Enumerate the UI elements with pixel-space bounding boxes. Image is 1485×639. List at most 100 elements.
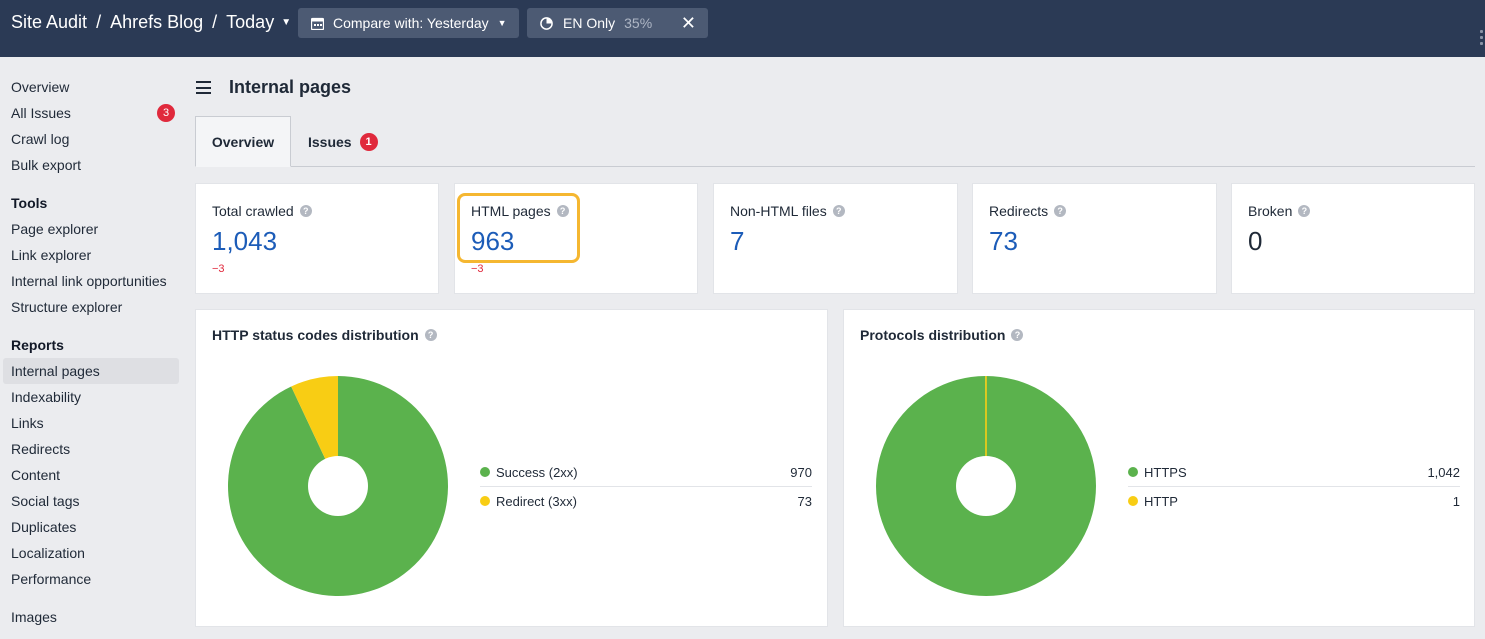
- breadcrumb-separator: /: [212, 12, 218, 32]
- breadcrumb-project[interactable]: Ahrefs Blog: [110, 12, 204, 32]
- stat-label-row: HTML pages?: [471, 203, 569, 219]
- tab-divider: [195, 166, 1475, 167]
- stat-value[interactable]: 7: [730, 226, 745, 256]
- compare-dropdown[interactable]: Compare with: Yesterday ▼: [298, 8, 519, 38]
- legend-item-https[interactable]: HTTPS 1,042: [1128, 458, 1460, 486]
- legend-value: 1: [1452, 493, 1460, 509]
- legend-divider: [480, 486, 812, 487]
- breadcrumb: Site Audit / Ahrefs Blog / Today ▼: [11, 12, 291, 33]
- legend-value: 1,042: [1427, 464, 1460, 480]
- stat-value[interactable]: 1,043: [212, 226, 278, 256]
- stat-card-non-html-files: Non-HTML files? 7: [713, 183, 958, 294]
- stat-delta: −3: [212, 263, 225, 275]
- breadcrumb-date[interactable]: Today: [226, 12, 275, 32]
- sidebar-item-images[interactable]: Images: [11, 609, 57, 625]
- language-percent: 35%: [624, 15, 653, 31]
- legend-item-http[interactable]: HTTP 1: [1128, 487, 1460, 515]
- chart-title-row: HTTP status codes distribution?: [212, 327, 437, 343]
- sidebar-item-localization[interactable]: Localization: [11, 545, 85, 561]
- breadcrumb-site-audit[interactable]: Site Audit: [11, 12, 88, 32]
- help-icon[interactable]: ?: [556, 205, 569, 217]
- chart-title-row: Protocols distribution?: [860, 327, 1024, 343]
- sidebar-item-all-issues[interactable]: All Issues 3: [3, 100, 179, 126]
- stat-label-row: Redirects?: [989, 203, 1067, 219]
- stat-label-row: Broken?: [1248, 203, 1311, 219]
- legend-item-redirect[interactable]: Redirect (3xx) 73: [480, 487, 812, 515]
- stat-card-html-pages: HTML pages? 963 −3: [454, 183, 698, 294]
- legend-dot: [480, 496, 490, 506]
- legend-dot: [480, 467, 490, 477]
- sidebar-item-link-explorer[interactable]: Link explorer: [11, 247, 92, 263]
- page-title: Internal pages: [229, 77, 352, 97]
- stat-label: Redirects: [989, 203, 1049, 219]
- sidebar-item-social-tags[interactable]: Social tags: [11, 493, 80, 509]
- chart-title: HTTP status codes distribution: [212, 327, 419, 343]
- tab-issues[interactable]: Issues 1: [308, 116, 378, 167]
- stat-label-row: Total crawled?: [212, 203, 312, 219]
- legend-label: Redirect (3xx): [496, 493, 577, 509]
- sidebar-heading-reports: Reports: [11, 337, 64, 353]
- sidebar-item-content[interactable]: Content: [11, 467, 61, 483]
- stat-label-row: Non-HTML files?: [730, 203, 845, 219]
- chart-title: Protocols distribution: [860, 327, 1006, 343]
- legend-divider: [1128, 486, 1460, 487]
- legend-value: 970: [790, 464, 812, 480]
- sidebar-item-crawl-log[interactable]: Crawl log: [11, 131, 70, 147]
- sidebar-item-performance[interactable]: Performance: [11, 571, 92, 587]
- sidebar-item-links[interactable]: Links: [11, 415, 44, 431]
- breadcrumb-separator: /: [96, 12, 102, 32]
- stat-value: 0: [1248, 226, 1263, 256]
- donut-hole: [956, 456, 1016, 516]
- pie-chart: [228, 376, 448, 596]
- help-icon[interactable]: ?: [424, 329, 437, 341]
- stat-card-broken: Broken? 0: [1231, 183, 1475, 294]
- stat-label: Total crawled: [212, 203, 294, 219]
- tab-label: Issues: [308, 133, 352, 150]
- sidebar-item-structure-explorer[interactable]: Structure explorer: [11, 299, 123, 315]
- stat-delta: −3: [471, 263, 484, 275]
- stat-card-redirects: Redirects? 73: [972, 183, 1217, 294]
- close-icon[interactable]: ✕: [680, 13, 696, 33]
- sidebar-item-redirects[interactable]: Redirects: [11, 441, 71, 457]
- stat-label: Broken: [1248, 203, 1293, 219]
- stat-value[interactable]: 963: [471, 226, 515, 256]
- help-icon[interactable]: ?: [299, 205, 312, 217]
- sidebar-item-bulk-export[interactable]: Bulk export: [11, 157, 82, 173]
- compare-label: Compare with: Yesterday: [333, 15, 489, 31]
- issues-count-badge: 3: [157, 104, 175, 122]
- menu-icon[interactable]: [196, 81, 211, 94]
- language-filter[interactable]: EN Only 35% ✕: [527, 8, 708, 38]
- stat-card-total-crawled: Total crawled? 1,043 −3: [195, 183, 439, 294]
- highlight-box: [457, 193, 580, 263]
- help-icon[interactable]: ?: [1011, 329, 1024, 341]
- legend-dot: [1128, 467, 1138, 477]
- legend-label: HTTPS: [1144, 464, 1187, 480]
- sidebar-item-indexability[interactable]: Indexability: [11, 389, 82, 405]
- legend-value: 73: [797, 493, 812, 509]
- stat-value[interactable]: 73: [989, 226, 1018, 256]
- legend-item-success[interactable]: Success (2xx) 970: [480, 458, 812, 486]
- help-icon[interactable]: ?: [1054, 205, 1067, 217]
- sidebar-item-page-explorer[interactable]: Page explorer: [11, 221, 99, 237]
- sidebar-item-internal-pages[interactable]: Internal pages: [3, 358, 179, 384]
- drag-handle-icon[interactable]: [1480, 30, 1484, 46]
- legend-label: Success (2xx): [496, 464, 578, 480]
- sidebar-item-label: All Issues: [11, 105, 71, 121]
- pie-chart: [876, 376, 1096, 596]
- stat-label: Non-HTML files: [730, 203, 827, 219]
- issues-count-badge: 1: [359, 132, 378, 151]
- help-icon[interactable]: ?: [1298, 205, 1311, 217]
- sidebar-item-overview[interactable]: Overview: [11, 79, 70, 95]
- donut-hole: [308, 456, 368, 516]
- sidebar: Overview All Issues 3 Crawl log Bulk exp…: [0, 57, 185, 639]
- caret-down-icon[interactable]: ▼: [281, 17, 292, 28]
- tab-overview[interactable]: Overview: [195, 116, 291, 167]
- help-icon[interactable]: ?: [832, 205, 845, 217]
- sidebar-item-internal-link-opportunities[interactable]: Internal link opportunities: [11, 273, 167, 289]
- chart-card-protocols: Protocols distribution? HTTPS 1,042 HTTP…: [843, 309, 1475, 627]
- stat-label: HTML pages: [471, 203, 551, 219]
- chart-card-http-status: HTTP status codes distribution? Success …: [195, 309, 828, 627]
- sidebar-heading-tools: Tools: [11, 195, 48, 211]
- sidebar-item-duplicates[interactable]: Duplicates: [11, 519, 77, 535]
- legend-label: HTTP: [1144, 493, 1178, 509]
